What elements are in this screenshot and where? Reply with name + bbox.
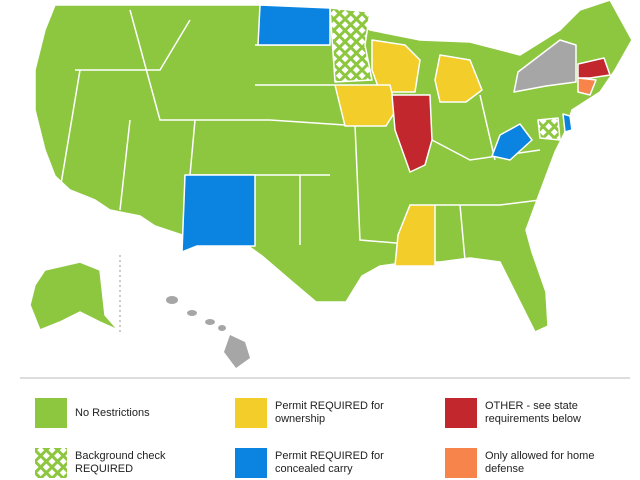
legend-item: No Restrictions xyxy=(35,398,205,428)
mississippi xyxy=(394,204,436,267)
massachusetts xyxy=(577,57,611,79)
us-outline xyxy=(34,0,633,333)
legend-swatch xyxy=(445,398,477,428)
minnesota xyxy=(329,7,373,83)
legend-item: OTHER - see state requirements below xyxy=(445,398,615,428)
legend-swatch xyxy=(235,448,267,478)
legend-label: Only allowed for home defense xyxy=(485,450,595,475)
hawaii xyxy=(166,296,250,368)
legend-item: Permit REQUIRED for concealed carry xyxy=(235,448,405,478)
legend-label: Permit REQUIRED for concealed carry xyxy=(275,450,384,475)
contiguous-us xyxy=(34,0,633,333)
illinois xyxy=(391,94,433,173)
legend-swatch xyxy=(445,448,477,478)
legend-item: Background check REQUIRED xyxy=(35,448,205,478)
legend-swatch xyxy=(35,398,67,428)
legend-swatch xyxy=(35,448,67,478)
maryland xyxy=(537,117,561,141)
legend-swatch xyxy=(235,398,267,428)
legend-label: No Restrictions xyxy=(75,406,150,419)
new-york xyxy=(513,39,577,93)
delaware xyxy=(562,113,573,133)
legend-label: OTHER - see state requirements below xyxy=(485,400,581,425)
alaska xyxy=(29,261,119,331)
michigan xyxy=(434,54,483,103)
connecticut xyxy=(577,77,597,96)
west-virginia xyxy=(491,123,533,161)
north-dakota xyxy=(257,4,331,46)
legend-item: Only allowed for home defense xyxy=(445,448,615,478)
legend-label: Background check REQUIRED xyxy=(75,450,166,475)
legend-item: Permit REQUIRED for ownership xyxy=(235,398,405,428)
wisconsin xyxy=(371,39,421,93)
new-mexico xyxy=(181,174,256,253)
legend-label: Permit REQUIRED for ownership xyxy=(275,400,384,425)
iowa xyxy=(334,84,397,127)
